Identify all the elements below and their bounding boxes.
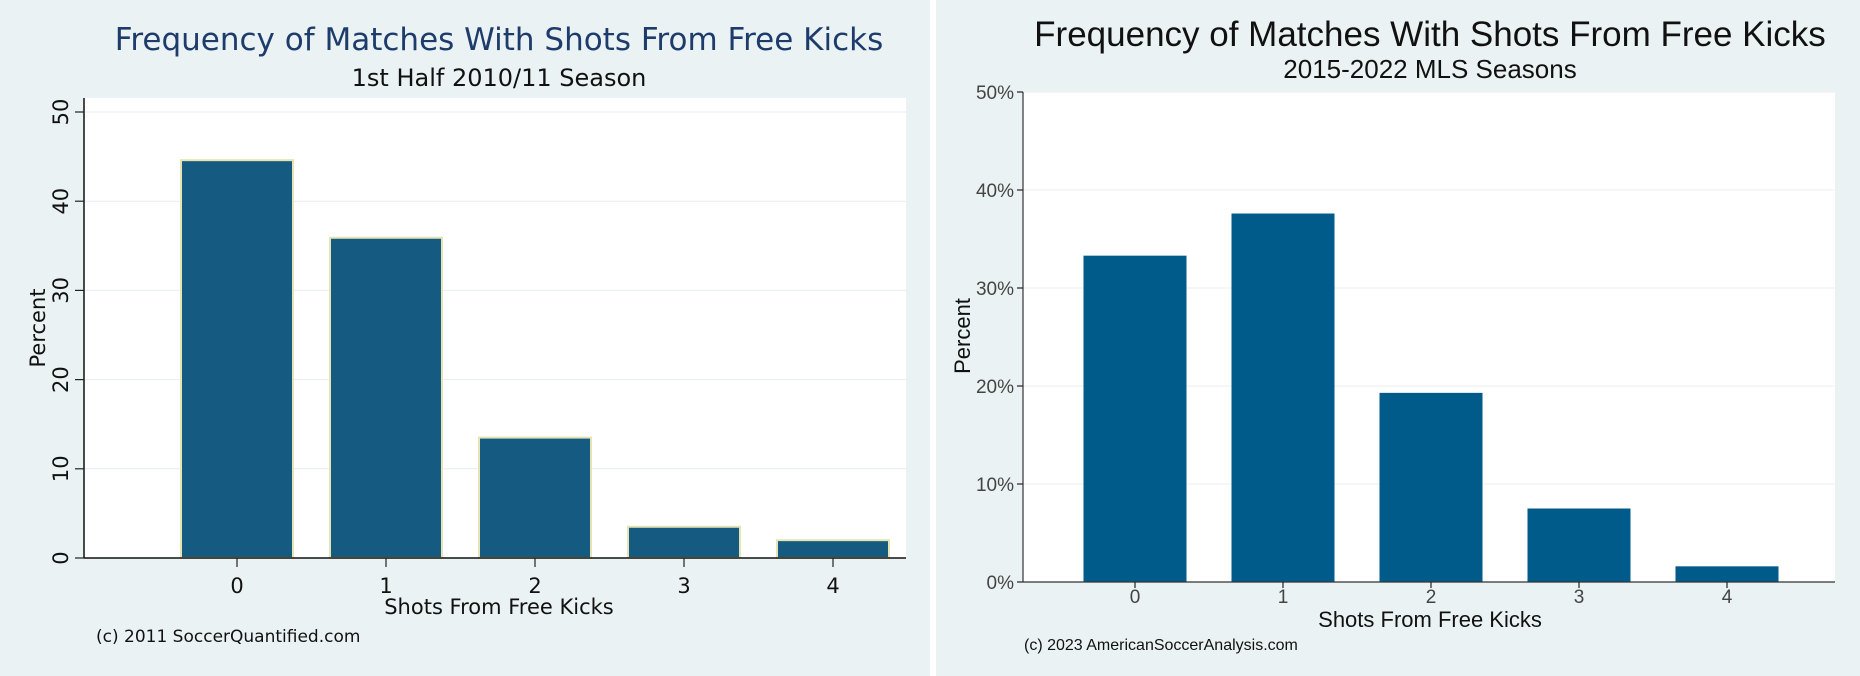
left-chart-subtitle: 1st Half 2010/11 Season [352, 64, 647, 92]
left-credit: (c) 2011 SoccerQuantified.com [96, 627, 360, 647]
right-y-axis-label: Percent [950, 298, 975, 374]
bar-0 [1083, 255, 1187, 582]
left-y-ticks: 0 10 20 30 40 50 [49, 99, 84, 565]
y-tick-label: 50% [976, 83, 1014, 104]
x-tick-label: 1 [1278, 587, 1289, 608]
left-chart-panel: 0 10 20 30 40 50 0 1 2 3 4 Frequency of Matches W… [0, 0, 930, 676]
x-tick-label: 3 [677, 574, 690, 598]
bar-3 [627, 525, 741, 560]
y-tick-label: 50 [49, 99, 73, 126]
left-x-axis-label: Shots From Free Kicks [384, 595, 614, 619]
y-tick-label: 10 [49, 455, 73, 482]
left-x-ticks: 0 1 2 3 4 [230, 558, 840, 598]
y-tick-label: 30% [976, 279, 1014, 300]
bar-4 [776, 539, 890, 559]
bar-4 [1675, 566, 1779, 582]
left-bars [180, 159, 890, 560]
right-x-axis-label: Shots From Free Kicks [1318, 607, 1542, 632]
right-x-ticks: 0 1 2 3 4 [1130, 582, 1733, 608]
left-chart-title: Frequency of Matches With Shots From Fre… [115, 22, 883, 58]
bar-2 [1379, 392, 1483, 582]
left-y-axis-label: Percent [26, 288, 50, 367]
left-chart: 0 10 20 30 40 50 0 1 2 3 4 Frequency of Matches W… [26, 22, 906, 647]
bar-0 [180, 159, 294, 559]
x-tick-label: 1 [379, 574, 392, 598]
bar-3 [1527, 508, 1631, 582]
y-tick-label: 0% [987, 573, 1015, 594]
right-chart-panel: 0% 10% 20% 30% 40% 50% 0 1 2 3 4 Frequency of Mat… [936, 0, 1860, 676]
right-chart: 0% 10% 20% 30% 40% 50% 0 1 2 3 4 Frequency of Mat… [950, 15, 1835, 654]
bar-1 [329, 236, 443, 559]
x-tick-label: 3 [1574, 587, 1585, 608]
bar-1 [1231, 213, 1335, 582]
right-chart-subtitle: 2015-2022 MLS Seasons [1283, 54, 1576, 84]
x-tick-label: 4 [826, 574, 839, 598]
right-y-ticks: 0% 10% 20% 30% 40% 50% [976, 83, 1023, 594]
y-tick-label: 30 [49, 277, 73, 304]
y-tick-label: 40 [49, 188, 73, 215]
x-tick-label: 2 [528, 574, 541, 598]
x-tick-label: 2 [1426, 587, 1437, 608]
y-tick-label: 0 [49, 551, 73, 564]
x-tick-label: 0 [1130, 587, 1141, 608]
x-tick-label: 0 [230, 574, 243, 598]
right-bars [1083, 213, 1779, 582]
right-chart-title: Frequency of Matches With Shots From Fre… [1034, 15, 1826, 54]
bar-2 [478, 436, 592, 559]
y-tick-label: 20% [976, 377, 1014, 398]
y-tick-label: 40% [976, 181, 1014, 202]
x-tick-label: 4 [1722, 587, 1733, 608]
y-tick-label: 10% [976, 475, 1014, 496]
right-credit: (c) 2023 AmericanSoccerAnalysis.com [1024, 637, 1298, 654]
y-tick-label: 20 [49, 366, 73, 393]
